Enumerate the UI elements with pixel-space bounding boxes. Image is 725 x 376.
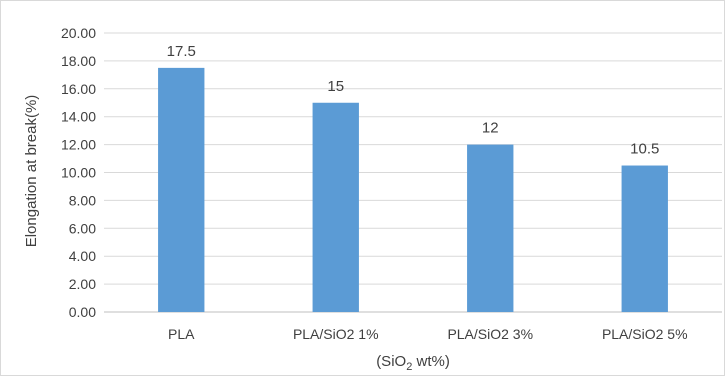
y-tick-labels: 0.00 2.00 4.00 6.00 8.00 10.00 12.00 14.00 16.00… <box>61 25 96 320</box>
bar <box>467 144 514 312</box>
bar <box>312 102 359 312</box>
x-category-label: PLA/SiO2 5% <box>602 326 688 342</box>
data-label: 10.5 <box>630 141 659 158</box>
y-tick-label: 10.00 <box>61 165 96 181</box>
data-labels: 17.5 15 12 10.5 <box>167 43 660 158</box>
data-label: 17.5 <box>167 43 196 60</box>
y-tick-label: 0.00 <box>69 304 96 320</box>
bar <box>621 165 668 312</box>
y-tick-label: 16.00 <box>61 81 96 97</box>
x-axis-title: (SiO2 wt%) <box>376 353 450 373</box>
bars <box>158 67 668 312</box>
y-tick-label: 4.00 <box>69 248 96 264</box>
x-axis-title-subscript: 2 <box>406 361 412 373</box>
y-tick-label: 2.00 <box>69 276 96 292</box>
y-tick-label: 6.00 <box>69 220 96 236</box>
y-tick-label: 8.00 <box>69 192 96 208</box>
x-category-label: PLA/SiO2 3% <box>447 326 533 342</box>
x-category-labels: PLA PLA/SiO2 1% PLA/SiO2 3% PLA/SiO2 5% <box>168 326 688 342</box>
x-category-label: PLA/SiO2 1% <box>293 326 379 342</box>
x-axis-title-tail: wt%) <box>412 353 450 370</box>
y-tick-label: 20.00 <box>61 25 96 41</box>
x-axis-title-main: (SiO <box>376 353 406 370</box>
gridlines <box>104 32 722 313</box>
x-category-label: PLA <box>168 326 195 342</box>
data-label: 15 <box>327 78 344 95</box>
bar <box>158 67 205 312</box>
y-axis-title: Elongation at break(%) <box>23 95 40 248</box>
data-label: 12 <box>482 120 499 137</box>
y-tick-label: 12.00 <box>61 137 96 153</box>
y-tick-label: 18.00 <box>61 53 96 69</box>
y-tick-label: 14.00 <box>61 109 96 125</box>
